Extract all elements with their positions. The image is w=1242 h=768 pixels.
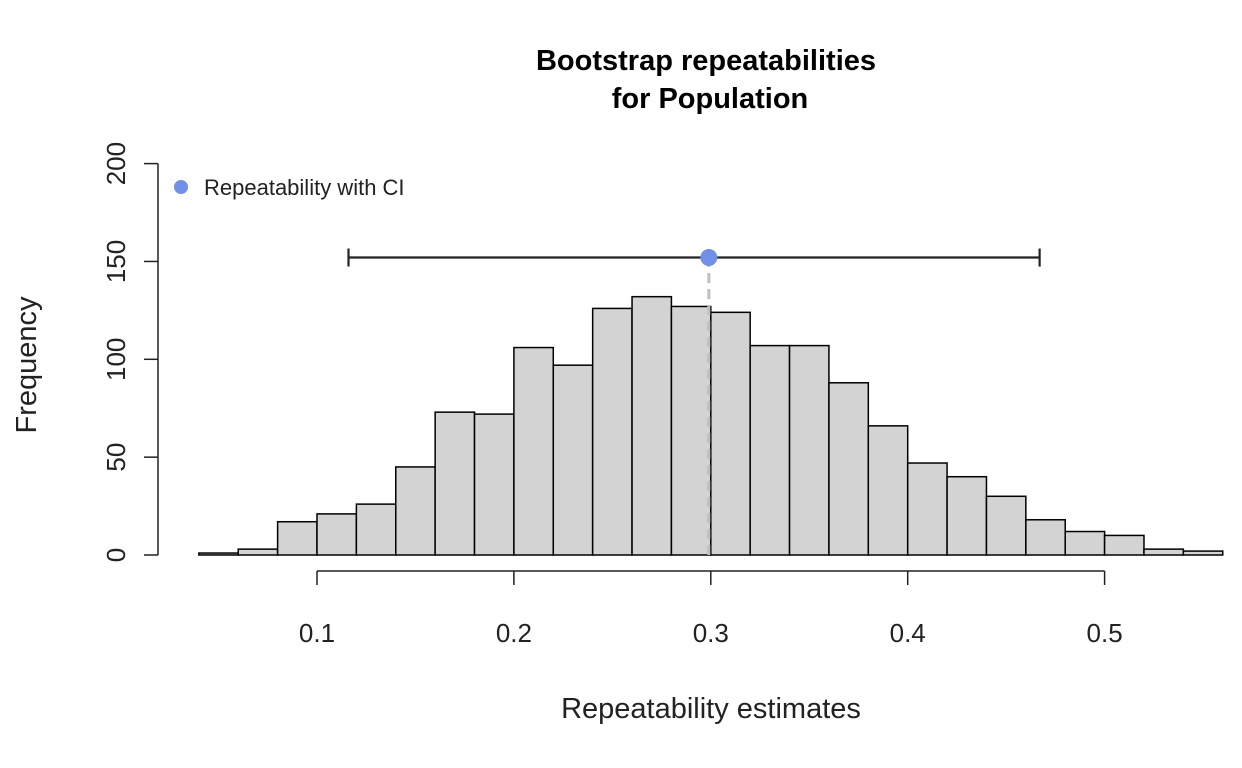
histogram-bar	[316, 513, 358, 556]
histogram-bar	[276, 520, 318, 556]
histogram-bar	[867, 425, 909, 556]
chart-subtitle: for Population	[612, 83, 809, 115]
histogram-bar	[395, 466, 436, 556]
histogram-bar	[788, 344, 830, 556]
legend: Repeatability with CI	[174, 175, 405, 200]
y-axis: 0 50 100 150 200	[101, 142, 159, 562]
y-tick-label: 50	[101, 443, 131, 472]
histogram-bar	[985, 495, 1027, 556]
y-tick-label: 0	[101, 548, 131, 562]
chart-title: Bootstrap repeatabilities	[536, 45, 876, 77]
histogram-bar	[198, 552, 239, 556]
x-tick-label: 0.2	[496, 618, 532, 648]
histogram-bar	[670, 305, 712, 556]
histogram-bar	[710, 311, 751, 556]
y-axis-label: Frequency	[11, 296, 43, 434]
estimate-point	[700, 249, 718, 267]
estimate-layer	[347, 248, 1041, 555]
histogram-bar	[1143, 548, 1185, 556]
histogram-bars	[198, 295, 1224, 556]
histogram-bar	[906, 462, 948, 556]
y-tick-label: 150	[101, 240, 131, 283]
histogram-bar	[513, 346, 555, 556]
legend-label: Repeatability with CI	[204, 175, 405, 200]
histogram-bar	[473, 413, 515, 556]
histogram-bar	[1025, 519, 1066, 556]
legend-point-icon	[174, 180, 188, 194]
histogram-bar	[946, 475, 988, 556]
y-tick-label: 200	[101, 142, 131, 185]
x-tick-label: 0.3	[693, 618, 729, 648]
histogram-bar	[1182, 550, 1224, 556]
histogram-bar	[552, 364, 594, 556]
x-tick-label: 0.4	[890, 618, 926, 648]
histogram-bar	[434, 411, 476, 556]
histogram-bar	[1064, 530, 1106, 556]
histogram-bar	[828, 382, 870, 556]
histogram-bar	[631, 295, 673, 556]
histogram-bar	[591, 307, 633, 556]
x-axis-label: Repeatability estimates	[561, 693, 861, 725]
histogram-bar	[749, 344, 791, 556]
y-tick-label: 100	[101, 338, 131, 381]
histogram-bar	[237, 548, 279, 556]
x-tick-label: 0.5	[1087, 618, 1123, 648]
histogram-bar	[1103, 534, 1145, 556]
x-axis: 0.1 0.2 0.3 0.4 0.5	[299, 570, 1123, 648]
histogram-bar	[355, 503, 397, 556]
x-tick-label: 0.1	[299, 618, 335, 648]
